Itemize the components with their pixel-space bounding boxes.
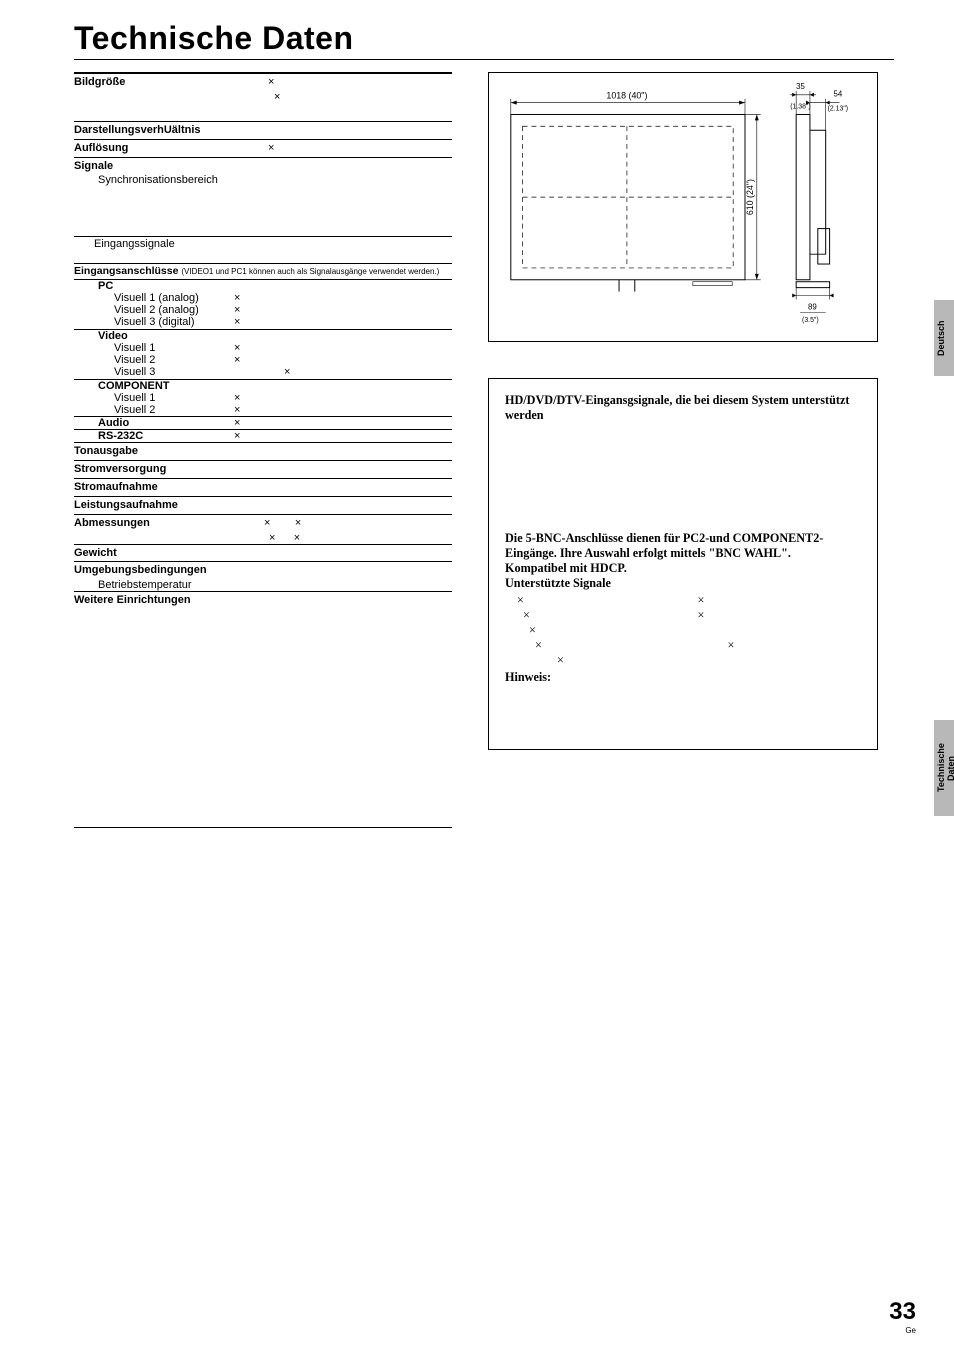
signal-item (697, 623, 861, 638)
spec-label: Bildgröße (74, 74, 234, 91)
spec-label: RS-232C (74, 430, 234, 442)
signal-infobox: HD/DVD/DTV-Eingansgsignale, die bei dies… (488, 378, 878, 750)
spec-sublabel: Visuell 2 (74, 404, 234, 416)
svg-text:54: 54 (834, 90, 843, 99)
infobox-text: Kompatibel mit HDCP. (505, 561, 861, 576)
side-tab-tech: Technische Daten (934, 720, 954, 816)
spec-sublabel: Visuell 1 (74, 342, 234, 354)
spec-label: DarstellungsverhUältnis (74, 122, 201, 139)
group-head: PC (74, 279, 452, 292)
svg-text:89: 89 (808, 302, 817, 311)
infobox-subhead: Unterstützte Signale (505, 576, 861, 591)
spec-label: Auflösung (74, 140, 234, 157)
page-number: 33 Ge (889, 1298, 916, 1335)
spec-value: × (234, 74, 452, 91)
signal-item: × (505, 593, 697, 608)
spec-value: × (234, 304, 240, 316)
spec-value: × (234, 140, 452, 157)
spec-sublabel: Visuell 3 (digital) (74, 316, 234, 328)
infobox-hinweis: Hinweis: (505, 670, 861, 685)
spec-value: × (234, 366, 290, 378)
infobox-text: Die 5-BNC-Anschlüsse dienen für PC2-und … (505, 531, 861, 561)
group-head: COMPONENT (74, 379, 452, 392)
spec-value: × (234, 292, 240, 304)
svg-text:610 (24"): 610 (24") (745, 179, 755, 215)
svg-text:35: 35 (796, 82, 805, 91)
spec-label: Weitere Einrichtungen (74, 592, 234, 609)
spec-sublabel: Eingangssignale (74, 236, 452, 251)
group-head: Video (74, 329, 452, 342)
spec-value: × (234, 354, 240, 366)
spec-label: Abmessungen (74, 515, 234, 532)
spec-sublabel: Visuell 1 (analog) (74, 292, 234, 304)
signal-item: × (505, 638, 697, 653)
spec-label: Stromaufnahme (74, 479, 234, 496)
signal-item: × (697, 638, 861, 653)
spec-value: × (234, 342, 240, 354)
spec-label: Eingangsanschlüsse (74, 265, 178, 277)
side-tab-deutsch: Deutsch (934, 300, 954, 376)
spec-value: × (234, 430, 240, 442)
spec-sublabel: Visuell 1 (74, 392, 234, 404)
spec-label: Stromversorgung (74, 461, 234, 478)
dimension-diagram: 1018 (40") 610 (24") (488, 72, 878, 342)
spec-label: Audio (74, 417, 234, 429)
signal-item: × (505, 653, 697, 668)
spec-label: Leistungsaufnahme (74, 497, 234, 514)
spec-note: (VIDEO1 und PC1 können auch als Signalau… (181, 267, 439, 276)
spec-sublabel: Synchronisationsbereich (74, 174, 452, 186)
spec-value: × (234, 392, 240, 404)
spec-label: Gewicht (74, 545, 234, 562)
dim-label: 1018 (40") (606, 91, 647, 101)
svg-text:(2.13"): (2.13") (828, 106, 848, 113)
spec-value: × (234, 404, 240, 416)
spec-sublabel: Betriebstemperatur (74, 579, 452, 591)
spec-sublabel: Visuell 2 (74, 354, 234, 366)
spec-sublabel: Visuell 2 (analog) (74, 304, 234, 316)
spec-value: × (234, 417, 240, 429)
spec-sublabel: Visuell 3 (74, 366, 234, 378)
signal-item: × (505, 608, 697, 623)
signal-item: × (505, 623, 697, 638)
signal-item: × (697, 593, 861, 608)
spec-label: Umgebungsbedingungen (74, 562, 234, 579)
spec-value: × × (74, 532, 452, 544)
spec-label: Signale (74, 158, 234, 175)
svg-text:(1.38"): (1.38") (790, 104, 810, 111)
spec-value: × × (234, 515, 452, 532)
page-title: Technische Daten (74, 20, 894, 60)
svg-text:(3.5"): (3.5") (802, 317, 819, 324)
signal-item: × (697, 608, 861, 623)
signal-item (697, 653, 861, 668)
spec-label: Tonausgabe (74, 443, 234, 460)
spec-value: × (234, 316, 240, 328)
spec-table: Bildgröße× × DarstellungsverhUältnis Auf… (74, 72, 452, 828)
infobox-title: HD/DVD/DTV-Eingansgsignale, die bei dies… (505, 393, 861, 423)
spec-value: × (74, 91, 452, 103)
